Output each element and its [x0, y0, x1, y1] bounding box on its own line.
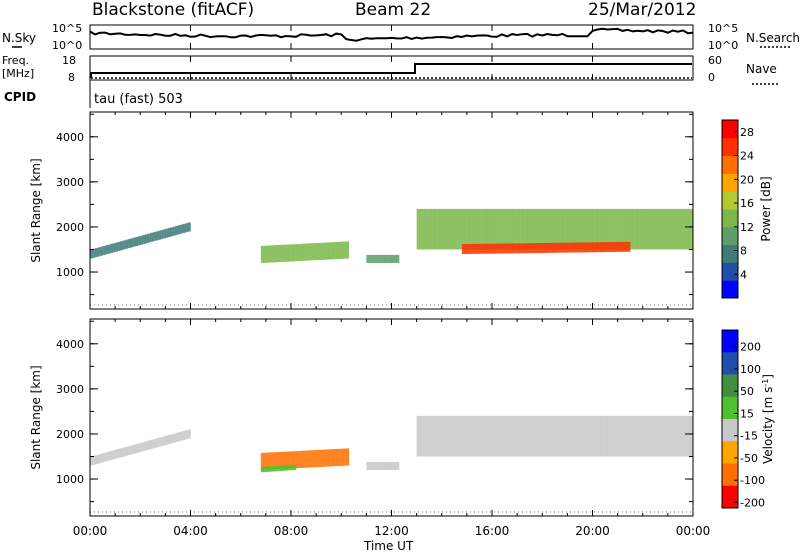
x-tick-label: 20:00 [575, 524, 610, 538]
velocity-tick-label: 15 [740, 407, 754, 420]
y-tick-label: 2000 [56, 221, 84, 234]
power-tick-label: 12 [740, 221, 754, 234]
station-title: Blackstone (fitACF) [92, 0, 254, 20]
power-colorbar: 4 8 12 16 20 24 28 Power [dB] [721, 119, 773, 299]
nave-tick-bottom: 0 [708, 71, 715, 84]
x-tick-label: 16:00 [475, 524, 510, 538]
date-title: 25/Mar/2012 [588, 0, 696, 20]
echo-region-dawn_band [90, 222, 191, 259]
echo-region-noon_band [366, 254, 400, 264]
velocity-tick-label: -15 [740, 430, 758, 443]
nsearch-label: N.Search [746, 31, 800, 45]
echo-region-morning_patch [260, 448, 350, 471]
y-tick-label: 1000 [56, 473, 84, 486]
velocity-tick-label: 100 [740, 363, 761, 376]
nave-tick-top: 60 [708, 54, 722, 67]
freq-tick-bottom: 8 [68, 71, 75, 84]
cpid-label: CPID [4, 90, 36, 104]
power-tick-label: 20 [740, 173, 754, 186]
velocity-tick-label: -200 [740, 496, 765, 509]
echo-region-morning_green [260, 464, 297, 473]
x-tick-label: 08:00 [274, 524, 309, 538]
x-tick-label: 12:00 [374, 524, 409, 538]
velocity-colorbar: 200 100 50 15 -15 -50 -100 -200 Velocity [m s-1] [721, 329, 776, 509]
velocity-panel: 1000 2000 3000 4000 Slant Range [km] 200 100 5… [29, 318, 776, 517]
velocity-tick-label: 200 [740, 341, 761, 354]
nave-label: Nave [746, 62, 777, 76]
echo-region-afternoon_echo [416, 208, 694, 250]
y-tick-label: 2000 [56, 428, 84, 441]
power-tick-label: 16 [740, 197, 754, 210]
echo-region-dawn_band [90, 429, 191, 466]
power-data-layer [90, 208, 694, 306]
echo-region-noon_band [366, 461, 400, 471]
velocity-colorbar-label: Velocity [m s-1] [761, 374, 776, 464]
y-axis-label: Slant Range [km] [29, 158, 43, 262]
y-tick-label: 4000 [56, 338, 84, 351]
power-tick-label: 8 [740, 245, 747, 258]
frequency-trace [90, 63, 692, 78]
echo-region-morning_patch [260, 241, 350, 264]
velocity-tick-label: -100 [740, 474, 765, 487]
y-tick-label: 1000 [56, 266, 84, 279]
velocity-tick-label: -50 [740, 452, 758, 465]
x-tick-label: 00:00 [676, 524, 711, 538]
noise-tick-top: 10^5 [52, 22, 82, 35]
x-tick-label: 00:00 [73, 524, 108, 538]
power-tick-label: 24 [740, 150, 754, 163]
cpid-row: CPID tau (fast) 503 [4, 80, 183, 108]
beam-title: Beam 22 [355, 0, 431, 20]
velocity-tick-label: 50 [740, 385, 754, 398]
power-colorbar-label: Power [dB] [759, 176, 773, 241]
cpid-text: tau (fast) 503 [94, 92, 183, 107]
y-axis-label: Slant Range [km] [29, 365, 43, 469]
y-tick-label: 3000 [56, 176, 84, 189]
echo-region-peak_core [461, 241, 631, 254]
y-tick-label: 4000 [56, 131, 84, 144]
x-tick-label: 04:00 [173, 524, 208, 538]
velocity-data-layer [90, 415, 694, 513]
power-panel: 1000 2000 3000 4000 Slant Range [km] 4 8 12 16 2… [29, 111, 773, 310]
freq-tick-top: 18 [62, 54, 76, 67]
noise-tick-top-right: 10^5 [708, 22, 738, 35]
power-tick-label: 28 [740, 126, 754, 139]
freq-label-2: [MHz] [2, 67, 34, 80]
nsky-label: N.Sky [2, 31, 36, 45]
echo-region-afternoon_echo [416, 415, 694, 457]
power-tick-label: 4 [740, 268, 747, 281]
y-tick-label: 3000 [56, 383, 84, 396]
noise-panel: N.Sky 10^5 10^0 10^5 10^0 N.Search [2, 22, 800, 52]
noise-tick-bottom: 10^0 [52, 39, 82, 52]
freq-label-1: Freq. [2, 54, 29, 67]
noise-tick-bottom-right: 10^0 [708, 39, 738, 52]
time-axis: 00:00 04:00 08:00 12:00 16:00 20:00 00:00 [73, 25, 711, 538]
x-axis-label: Time UT [363, 539, 414, 553]
